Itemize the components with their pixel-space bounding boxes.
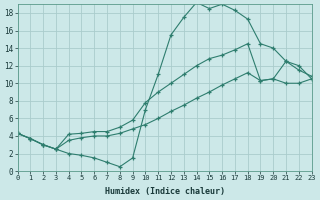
X-axis label: Humidex (Indice chaleur): Humidex (Indice chaleur) <box>105 187 225 196</box>
